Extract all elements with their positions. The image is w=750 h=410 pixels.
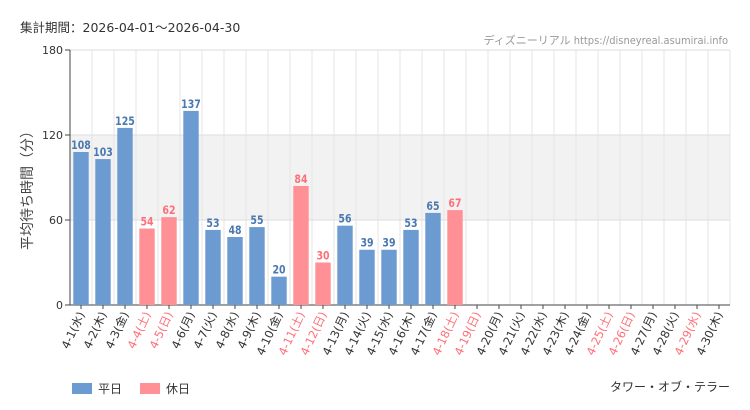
legend-weekday: 平日 <box>72 380 122 397</box>
bar-value-label: 84 <box>294 173 307 186</box>
legend-weekday-swatch <box>72 383 92 394</box>
bar-value-label: 39 <box>382 237 395 250</box>
bar-value-label: 53 <box>206 217 219 230</box>
y-tick-label: 180 <box>42 44 63 57</box>
bar-value-label: 55 <box>250 214 263 227</box>
bar <box>183 110 199 306</box>
bar <box>161 217 177 305</box>
bar <box>227 237 243 305</box>
bar-value-label: 48 <box>228 224 241 237</box>
bar-value-label: 39 <box>360 237 373 250</box>
bar <box>95 159 111 305</box>
legend-weekday-label: 平日 <box>98 382 123 396</box>
legend-holiday-swatch <box>140 383 161 394</box>
bar <box>337 225 353 305</box>
source-label: ディズニーリアル https://disneyreal.asumirai.inf… <box>483 34 728 47</box>
legend-holiday: 休日 <box>140 380 190 397</box>
bar-value-label: 20 <box>272 264 285 277</box>
bar-value-label: 30 <box>316 250 329 263</box>
y-tick-label: 60 <box>49 214 63 227</box>
attraction-name: タワー・オブ・テラー <box>609 380 730 394</box>
bar-value-label: 54 <box>140 216 153 229</box>
bar <box>139 228 155 305</box>
bar <box>293 186 309 305</box>
bar-value-label: 56 <box>338 213 351 226</box>
bar-value-label: 137 <box>181 98 201 111</box>
bar <box>381 249 397 305</box>
bar <box>205 229 221 305</box>
bar-value-label: 53 <box>404 217 417 230</box>
bar-value-label: 67 <box>448 197 461 210</box>
bar <box>359 249 375 305</box>
bar-value-label: 108 <box>71 139 91 152</box>
bar <box>315 262 331 305</box>
bar-value-label: 103 <box>93 146 113 159</box>
legend-holiday-label: 休日 <box>166 382 191 396</box>
bar <box>117 127 133 306</box>
bar <box>403 229 419 305</box>
bar <box>249 227 265 305</box>
bar-value-label: 125 <box>115 115 135 128</box>
y-tick-label: 0 <box>56 299 63 312</box>
bar-value-label: 62 <box>162 204 175 217</box>
legend: 平日 休日 <box>72 380 208 397</box>
bar <box>73 152 89 305</box>
bar-value-label: 65 <box>426 200 439 213</box>
period-label: 集計期間：2026-04-01～2026-04-30 <box>20 20 241 35</box>
bar <box>425 212 441 305</box>
bar <box>447 210 463 305</box>
y-tick-label: 120 <box>42 129 63 142</box>
bar <box>271 276 287 305</box>
